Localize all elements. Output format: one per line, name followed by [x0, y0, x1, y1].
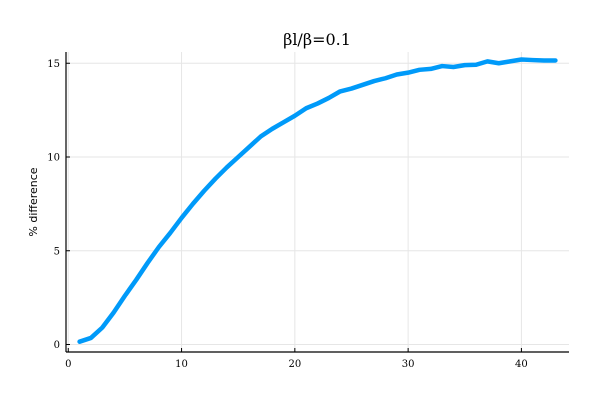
y-tick-label: 5 [54, 246, 60, 257]
x-tick-label: 20 [288, 359, 301, 370]
grid [66, 52, 569, 352]
y-tick-label: 10 [47, 153, 60, 164]
series-layer [77, 57, 558, 344]
y-axis-title: % difference [27, 167, 40, 236]
x-tick-label: 30 [402, 359, 415, 370]
x-tick-label: 40 [515, 359, 528, 370]
y-ticks: 0 5 10 15 [47, 59, 70, 351]
series-line-0 [77, 57, 558, 344]
y-tick-label: 15 [47, 59, 60, 70]
chart-title: βl/β=0.1 [283, 30, 351, 49]
x-tick-label: 0 [65, 359, 71, 370]
x-ticks: 0 10 20 30 40 [65, 348, 528, 370]
y-tick-label: 0 [54, 340, 60, 351]
x-tick-label: 10 [175, 359, 188, 370]
